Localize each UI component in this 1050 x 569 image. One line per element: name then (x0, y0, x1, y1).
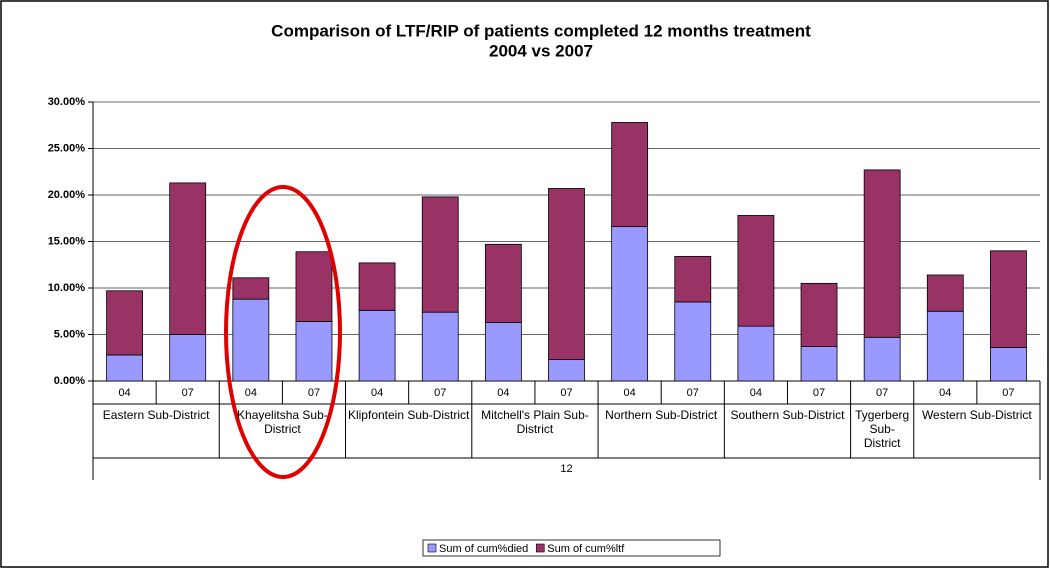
bar-segment (548, 188, 585, 361)
x-tick-label: 04 (497, 387, 509, 399)
highlight-ellipse (224, 185, 342, 479)
bar-segment (926, 310, 964, 382)
y-tick-label: 30.00% (48, 96, 86, 108)
x-tick-label: 07 (687, 387, 699, 399)
bar-segment (169, 334, 207, 382)
group-label: Western Sub-District (921, 408, 1032, 422)
group-label: Khayelitsha Sub-District (237, 408, 328, 436)
bar-segment (800, 282, 838, 347)
bar-segment (674, 301, 712, 382)
bar-segment (169, 182, 207, 335)
x-tick-label: 07 (813, 387, 825, 399)
bar-segment (106, 290, 143, 356)
x-tick-label: 07 (434, 387, 446, 399)
bar-segment (295, 251, 333, 322)
x-tick-label: 04 (939, 387, 951, 399)
bar-segment (421, 311, 459, 382)
y-tick-label: 0.00% (54, 375, 85, 387)
y-tick-label: 10.00% (48, 282, 86, 294)
group-label: Eastern Sub-District (102, 408, 210, 422)
legend-label: Sum of cum%died (439, 543, 528, 555)
bar-segment (863, 169, 901, 338)
bar-segment (295, 321, 333, 382)
bar-segment (990, 347, 1027, 382)
bar-segment (484, 243, 522, 323)
bar-segment (863, 336, 901, 382)
bar-segment (358, 309, 396, 382)
legend-swatch (535, 543, 545, 553)
chart-title: Comparison of LTF/RIP of patients comple… (271, 21, 811, 40)
bar-segment (990, 250, 1027, 348)
legend: Sum of cum%died Sum of cum%ltf (422, 539, 721, 557)
bar-segment (421, 196, 459, 313)
bar-segment (737, 325, 775, 382)
x-tick-label: 07 (308, 387, 320, 399)
group-label: Northern Sub-District (605, 408, 718, 422)
group-label: Klipfontein Sub-District (347, 408, 470, 422)
x-tick-label: 07 (876, 387, 888, 399)
bar-segment (232, 277, 270, 300)
group-label: Tygerberg Sub-District (855, 408, 910, 450)
legend-box (422, 539, 721, 557)
x-tick-label: 04 (624, 387, 636, 399)
y-tick-label: 5.00% (54, 328, 85, 340)
y-tick-label: 15.00% (48, 235, 86, 247)
legend-label: Sum of cum%ltf (547, 543, 625, 555)
bar-segment (800, 346, 838, 382)
x-tick-label: 04 (118, 387, 130, 399)
chart-title: 2004 vs 2007 (489, 41, 593, 60)
x-tick-label: 04 (750, 387, 762, 399)
legend-swatch (427, 543, 437, 553)
bar-segment (611, 226, 649, 382)
y-tick-label: 20.00% (48, 189, 86, 201)
bar-segment (674, 255, 712, 303)
x-tick-label: 04 (371, 387, 383, 399)
bar-segment (737, 215, 775, 327)
x-tick-label: 07 (560, 387, 572, 399)
bar-segment (926, 274, 964, 312)
group-label: Southern Sub-District (730, 408, 845, 422)
outer-group-label: 12 (560, 463, 572, 475)
bar-segment (106, 354, 143, 382)
bar-segment (484, 322, 522, 382)
x-tick-label: 04 (245, 387, 257, 399)
bar-segment (611, 122, 649, 228)
y-tick-label: 25.00% (48, 142, 86, 154)
bar-segment (358, 262, 396, 311)
x-tick-label: 07 (182, 387, 194, 399)
group-label: Mitchell's Plain Sub-District (481, 408, 589, 436)
x-tick-label: 07 (1002, 387, 1014, 399)
bar-segment (232, 298, 270, 382)
bar-segment (548, 359, 585, 382)
